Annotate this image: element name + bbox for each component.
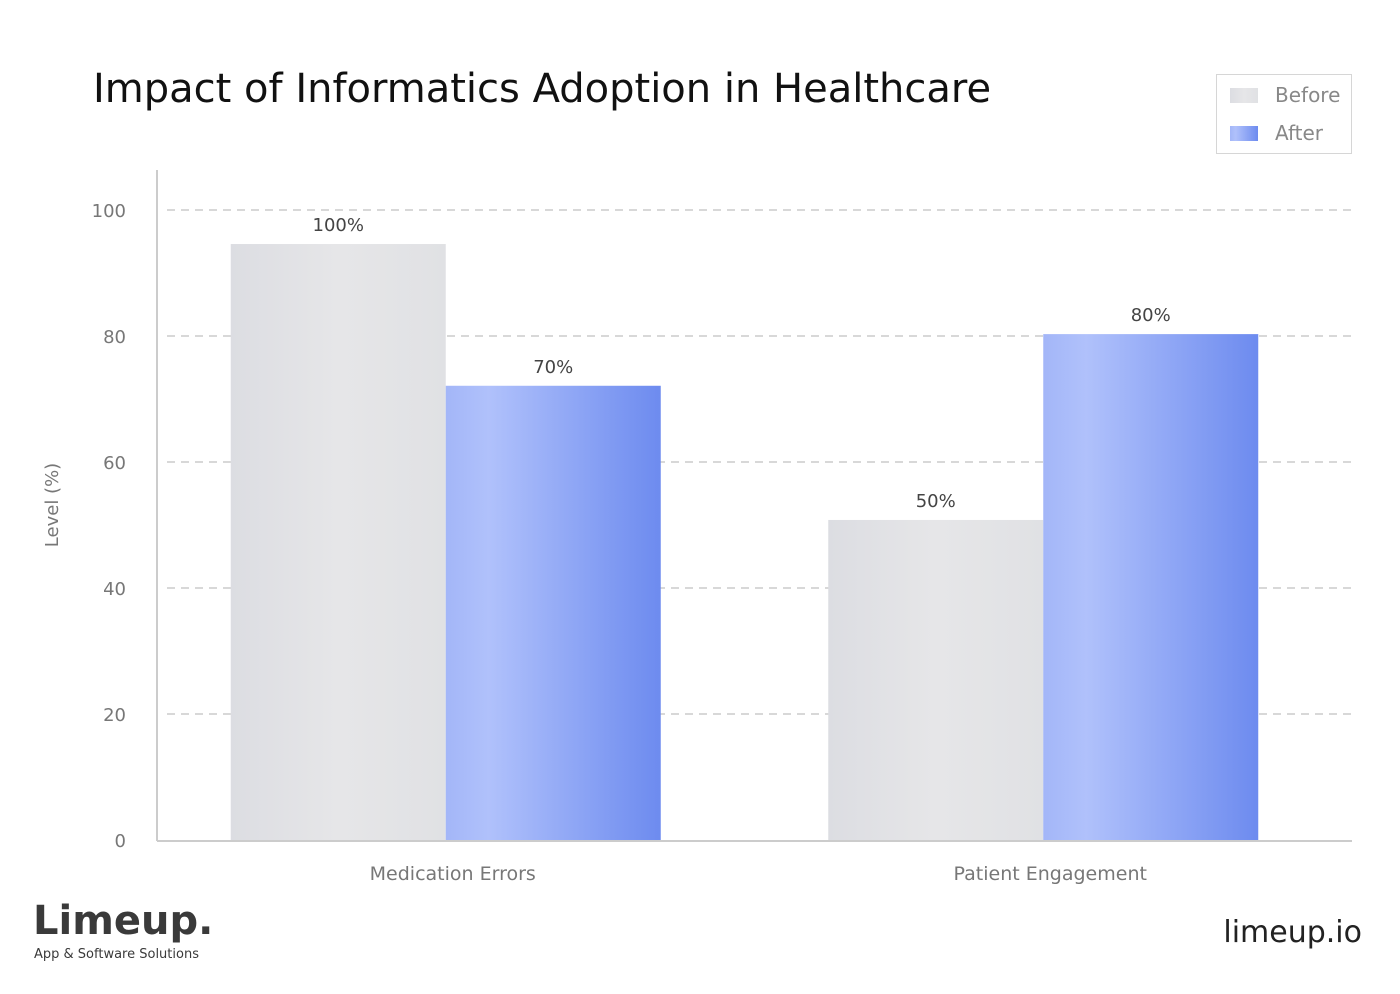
- legend-label-after: After: [1275, 121, 1324, 145]
- x-tick-label: Medication Errors: [370, 863, 536, 885]
- legend: Before After: [1216, 74, 1352, 154]
- data-label: 80%: [1131, 305, 1171, 326]
- x-tick-label: Patient Engagement: [954, 863, 1147, 885]
- y-tick-label: 40: [103, 579, 126, 600]
- data-label: 100%: [313, 215, 364, 236]
- y-tick-label: 60: [103, 453, 126, 474]
- y-tick-label: 20: [103, 705, 126, 726]
- bar-before-1: [828, 519, 1044, 840]
- logo-tagline: App & Software Solutions: [34, 947, 199, 962]
- data-label: 70%: [533, 357, 573, 378]
- limeup-logo: Limeup.: [33, 898, 213, 944]
- y-tick-label: 100: [92, 201, 126, 222]
- website-url: limeup.io: [1223, 915, 1362, 950]
- data-label: 50%: [916, 491, 956, 512]
- legend-swatch-before: [1230, 88, 1258, 103]
- legend-swatch-after: [1230, 126, 1258, 141]
- legend-label-before: Before: [1275, 83, 1340, 107]
- y-tick-label: 80: [103, 327, 126, 348]
- y-axis-label: Level (%): [42, 463, 63, 547]
- bar-after-0: [445, 385, 661, 840]
- bar-after-1: [1043, 334, 1259, 840]
- y-tick-label: 0: [115, 831, 126, 852]
- bar-before-0: [230, 244, 446, 840]
- chart-title: Impact of Informatics Adoption in Health…: [93, 66, 991, 112]
